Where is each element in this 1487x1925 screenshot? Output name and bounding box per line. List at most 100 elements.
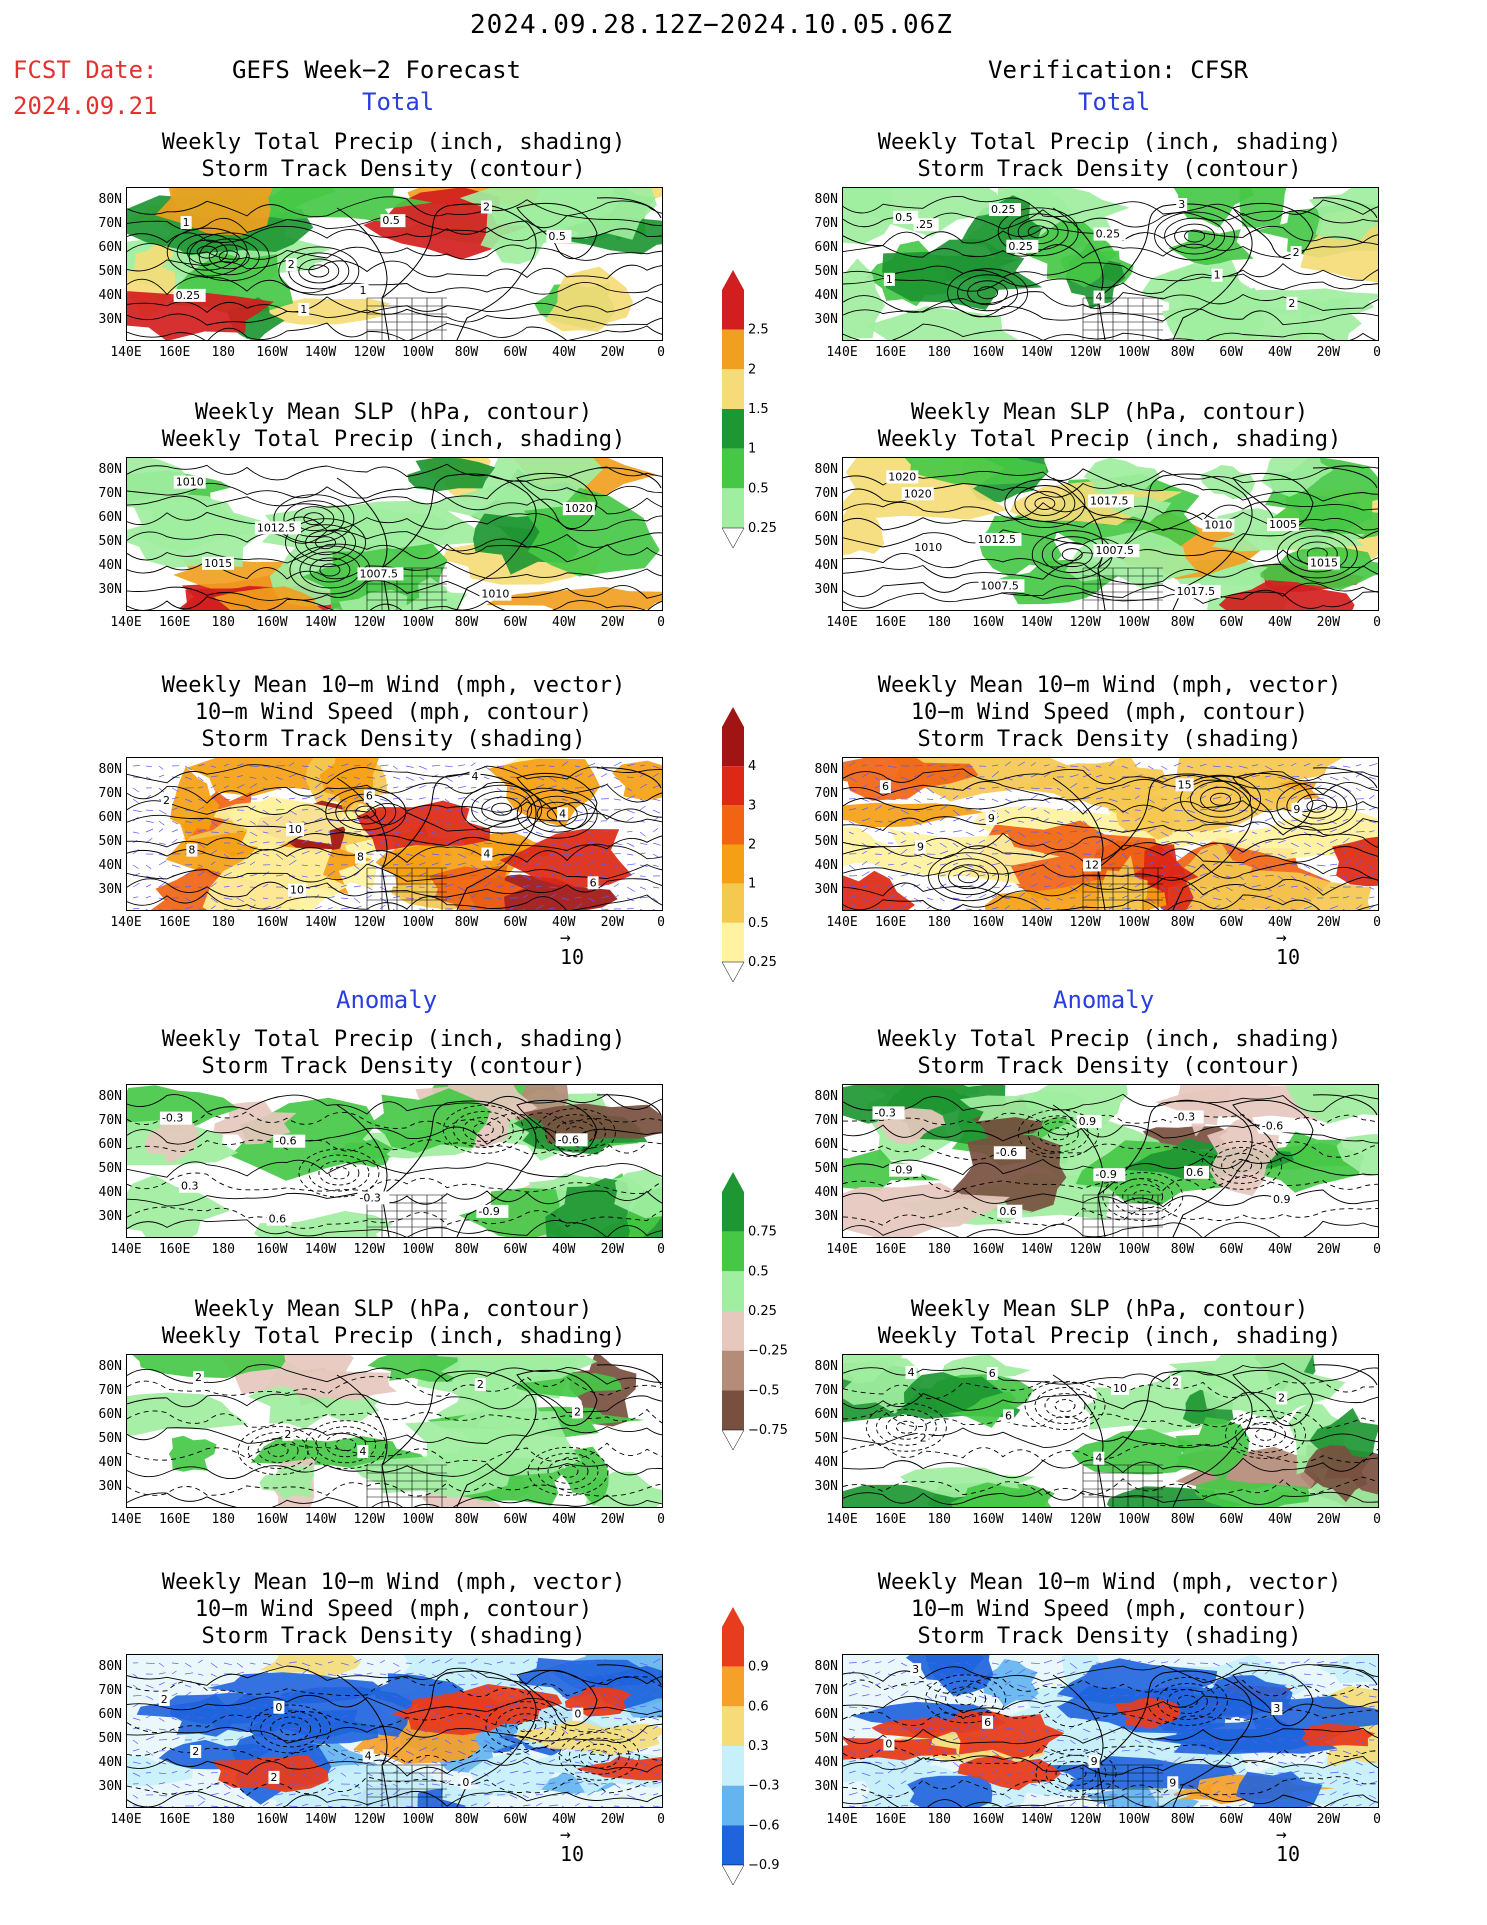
- lon-label: 180: [927, 615, 951, 630]
- shading-region: [1336, 1133, 1378, 1177]
- shading-region: [843, 188, 1000, 237]
- wind-vector: [1069, 820, 1078, 825]
- wind-vector: [171, 829, 178, 833]
- wind-vector: [1017, 892, 1026, 899]
- wind-vector: [1264, 895, 1273, 899]
- coastline: [596, 197, 662, 219]
- wind-vector: [926, 1717, 934, 1723]
- wind-vector: [1134, 839, 1141, 844]
- contour-ring: [997, 207, 1079, 257]
- contour-label-bg: [1202, 518, 1235, 532]
- wind-vector: [1056, 787, 1062, 792]
- wind-vector: [1043, 787, 1052, 790]
- wind-vector: [952, 1803, 962, 1807]
- wind-vector: [1251, 1794, 1259, 1800]
- wind-vector: [457, 908, 466, 910]
- wind-vector: [1316, 1684, 1326, 1688]
- wind-vector: [197, 829, 206, 833]
- wind-vector: [522, 1770, 531, 1774]
- shading-region: [843, 758, 979, 801]
- wind-vector: [913, 1758, 921, 1763]
- wind-vector: [158, 828, 164, 833]
- lat-label: 50N: [814, 534, 838, 549]
- wind-vector: [574, 862, 580, 866]
- wind-vector: [1368, 1717, 1377, 1720]
- wind-vector: [1095, 774, 1103, 778]
- wind-vector: [1290, 1661, 1300, 1664]
- wind-vector: [158, 842, 166, 845]
- wind-vector: [132, 882, 140, 888]
- contour-ring: [527, 1446, 609, 1496]
- contour-label-bg: [357, 1444, 369, 1458]
- wind-vector: [1212, 1694, 1219, 1697]
- wind-vector: [275, 808, 285, 811]
- wind-vector: [652, 886, 660, 889]
- vector-reference-value: 10: [1276, 945, 1301, 969]
- wind-vector: [1264, 1772, 1274, 1774]
- wind-vector: [926, 798, 934, 800]
- contour-ring: [1286, 787, 1348, 825]
- lon-label: 140W: [1020, 1512, 1053, 1527]
- wind-vector: [1368, 786, 1375, 789]
- wind-vector: [1173, 762, 1182, 767]
- wind-vector: [236, 784, 245, 789]
- wind-vector: [900, 1804, 909, 1807]
- colorbar-swatch: [722, 1271, 744, 1311]
- wind-vector: [392, 1669, 401, 1675]
- contour-ring: [208, 244, 250, 270]
- wind-vector: [314, 765, 323, 771]
- contour-ring: [925, 1674, 1007, 1724]
- contour-ring: [1055, 1760, 1097, 1786]
- wind-vector: [861, 1684, 870, 1688]
- map-panel: 1 2 1 2 0.5 0.25 1 0.5: [126, 187, 663, 341]
- lat-label: 60N: [814, 1407, 838, 1422]
- wind-vector: [548, 907, 555, 910]
- wind-vector: [1082, 1673, 1090, 1677]
- wind-vector: [340, 1749, 349, 1752]
- contour-label-bg: [282, 1427, 294, 1441]
- lon-label: 80W: [1170, 915, 1195, 930]
- contour-line: [843, 482, 1378, 503]
- wind-vector: [1368, 1723, 1376, 1730]
- wind-vector: [535, 853, 543, 859]
- wind-vector: [1095, 797, 1103, 800]
- contour-label-bg: [1271, 1702, 1283, 1716]
- contour-ring: [536, 801, 578, 827]
- wind-vector: [626, 795, 635, 800]
- wind-vector: [210, 775, 218, 778]
- lon-label: 60W: [1219, 615, 1243, 630]
- wind-vector: [978, 1735, 988, 1741]
- wind-vector: [652, 1749, 661, 1752]
- contour-label-bg: [159, 1111, 192, 1125]
- wind-vector: [574, 798, 581, 802]
- wind-vector: [939, 1794, 946, 1796]
- shading-region: [545, 1178, 632, 1237]
- contour-line: [127, 1481, 662, 1497]
- wind-vector: [379, 1750, 386, 1754]
- wind-vector: [652, 864, 659, 867]
- wind-vector: [145, 1695, 154, 1700]
- wind-vector: [900, 776, 909, 781]
- coastline: [1312, 1664, 1378, 1686]
- lon-label: 80W: [454, 1242, 479, 1257]
- wind-vector: [535, 1717, 542, 1722]
- wind-vector: [483, 1692, 489, 1697]
- lat-label: 40N: [98, 858, 122, 873]
- contour-line: [127, 1376, 662, 1397]
- wind-vector: [848, 1770, 856, 1774]
- wind-vector: [639, 1683, 646, 1686]
- wind-vector: [1225, 875, 1232, 879]
- contour-ring: [481, 796, 523, 822]
- wind-vector: [613, 864, 620, 869]
- wind-vector: [587, 1683, 594, 1686]
- wind-vector: [548, 853, 557, 856]
- coastline: [1312, 197, 1378, 219]
- contour-label-bg: [286, 823, 305, 837]
- contour-label-bg: [1290, 246, 1302, 260]
- contour-ring: [1190, 780, 1251, 818]
- wind-vector: [392, 886, 399, 889]
- wind-vector: [887, 806, 897, 811]
- lat-label: 40N: [814, 1755, 838, 1770]
- contour-line: [127, 843, 662, 864]
- wind-vector: [444, 1684, 454, 1686]
